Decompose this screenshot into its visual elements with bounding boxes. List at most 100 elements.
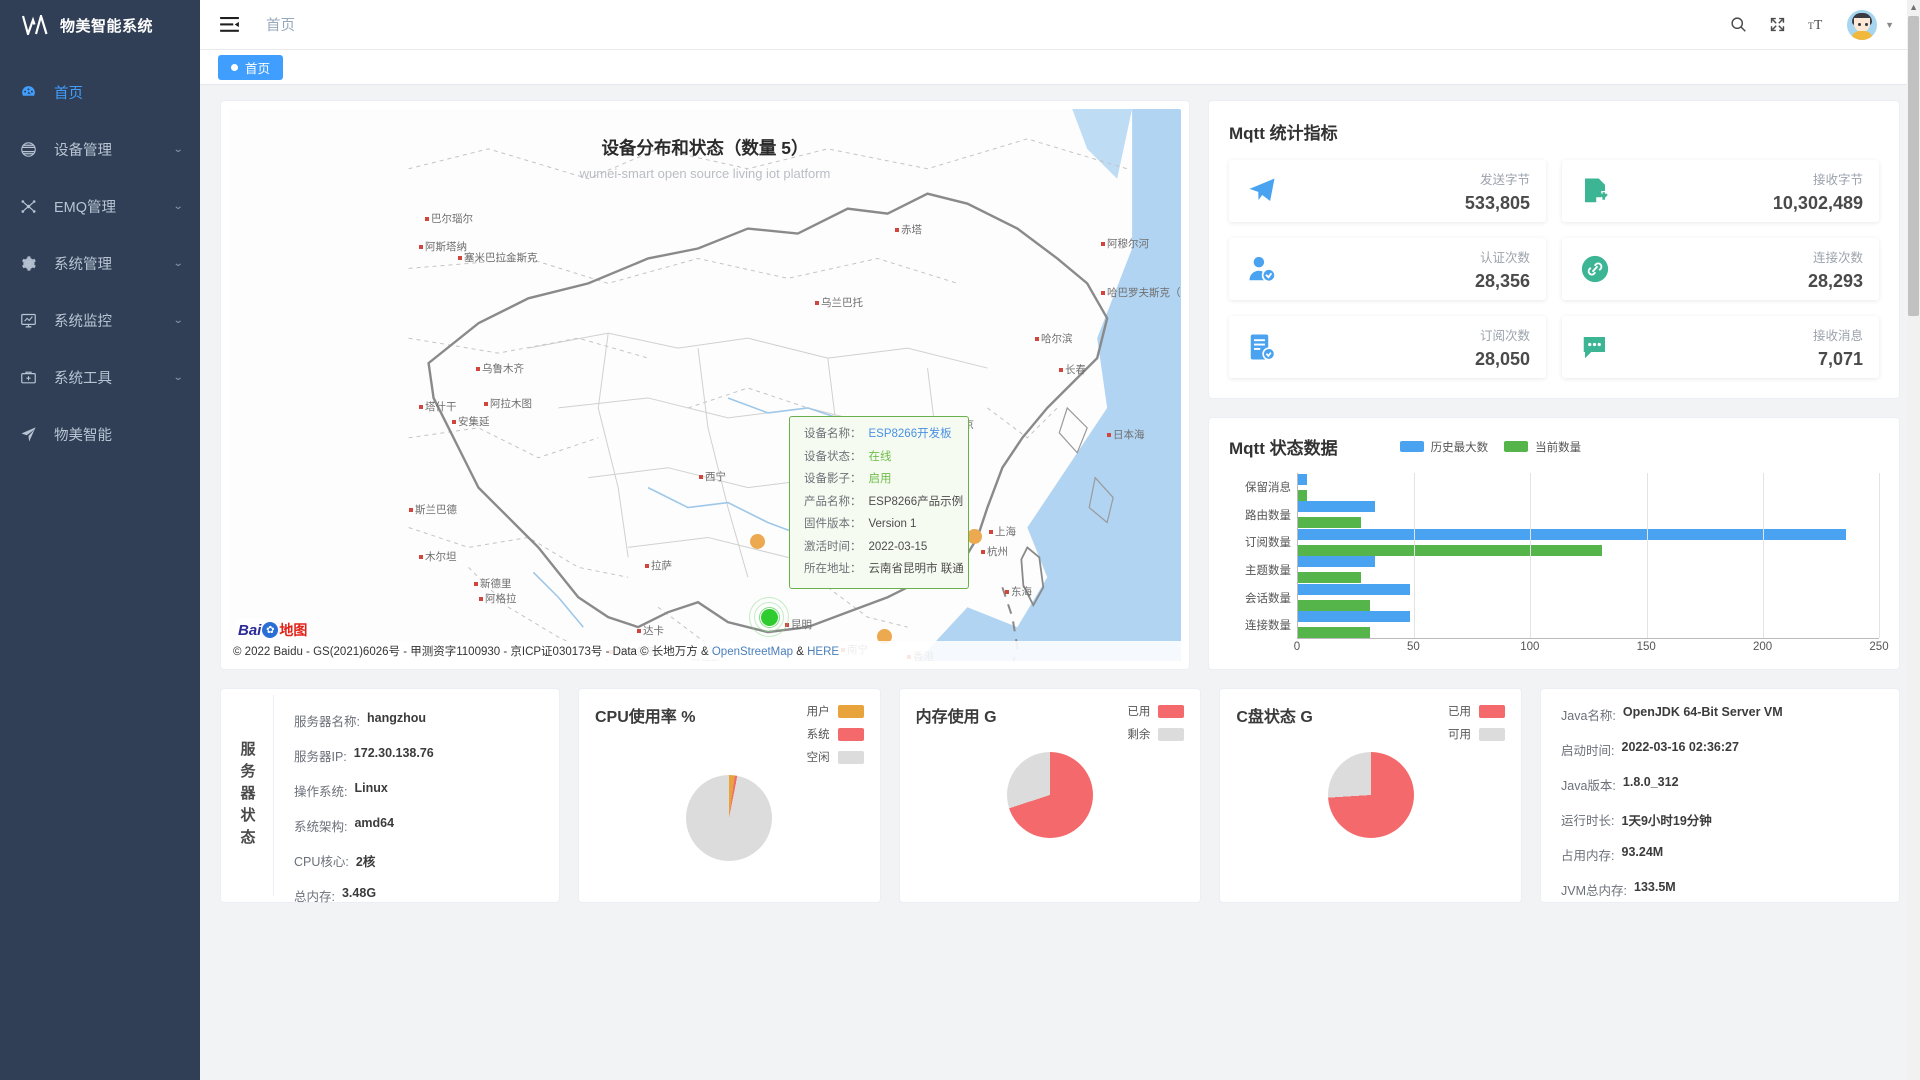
pie-legend-item[interactable]: 已用 [1448,703,1506,719]
here-link[interactable]: HERE [807,646,840,658]
chart-x-axis: 0 50 100 150 200 250 [1293,639,1889,657]
sidebar-item-home[interactable]: 首页 [0,64,200,121]
page-scrollbar[interactable]: ▲ [1907,0,1920,1080]
device-tooltip: 设备名称： ESP8266开发板 设备状态： 在线 设备影子： 启用 产品名称： ESP826… [789,416,969,589]
tooltip-key: 固件版本： [804,518,862,530]
device-marker-offline[interactable] [876,628,892,644]
pie-legend-label: 剩余 [1127,729,1151,741]
toolbox-icon [20,369,46,386]
cpu-usage-card: CPU使用率 % 用户 系统 空闲 [578,688,881,903]
pie-legend-label: 可用 [1448,729,1472,741]
svg-text:T: T [1814,17,1823,32]
pie-legend-swatch [837,727,864,741]
disk-card-header: C盘状态 G 已用 可用 [1236,703,1506,742]
chart-category-label: 订阅数量 [1245,537,1291,550]
brand-logo[interactable]: 物美智能系统 [0,0,200,50]
chart-bar[interactable] [1298,544,1603,556]
sidebar-toggle-icon[interactable] [220,17,239,32]
pie-legend-item[interactable]: 用户 [807,703,864,719]
pie-legend-item[interactable]: 系统 [807,726,864,742]
server-info-row: 服务器IP: 172.30.138.76 [294,746,559,765]
chart-legend-item[interactable]: 当前数量 [1504,439,1581,455]
chart-bar[interactable] [1298,572,1361,584]
search-icon[interactable] [1730,16,1747,33]
server-info-value: 172.30.138.76 [353,746,434,760]
sidebar-item-system-tools[interactable]: 系统工具 ⌄ [0,349,200,406]
avatar[interactable] [1847,9,1878,40]
memory-card-header: 内存使用 G 已用 剩余 [916,703,1185,742]
java-info-value: 2022-03-16 02:36:27 [1621,740,1739,754]
pie-legend-item[interactable]: 剩余 [1127,726,1185,742]
chart-bar[interactable] [1298,517,1361,529]
mqtt-stat-box[interactable]: 认证次数 28,356 [1229,238,1546,300]
pie-legend-item[interactable]: 空闲 [807,749,864,765]
chart-plot: 保留消息 路由数量 订阅数量 主题数量 会话数量 连接数量 [1229,473,1880,639]
device-icon [20,141,46,158]
pie-legend-item[interactable]: 已用 [1127,703,1185,719]
mqtt-stat-box[interactable]: 发送字节 533,805 [1229,160,1546,222]
tab-home[interactable]: 首页 [218,54,284,80]
server-info-key: 总内存: [294,890,335,904]
map-subtitle: wumei-smart open source living iot platf… [579,166,831,181]
mqtt-stat-box[interactable]: 连接次数 28,293 [1562,238,1879,300]
chart-x-tick: 0 [1293,641,1301,653]
breadcrumb[interactable]: 首页 [266,18,295,34]
mqtt-stat-box[interactable]: 接收字节 10,302,489 [1562,160,1879,222]
openstreetmap-link[interactable]: OpenStreetMap [711,646,794,658]
mqtt-stat-value: 7,071 [1817,348,1863,369]
sidebar-item-system-management[interactable]: 系统管理 ⌄ [0,235,200,292]
memory-legend: 已用 剩余 [1127,703,1185,742]
chart-bar[interactable] [1298,473,1308,485]
chart-legend-item[interactable]: 历史最大数 [1399,439,1488,455]
mqtt-stat-box[interactable]: 订阅次数 28,050 [1229,316,1546,378]
font-size-icon[interactable]: T T [1808,16,1825,33]
sidebar-item-emq-management[interactable]: EMQ管理 ⌄ [0,178,200,235]
fullscreen-icon[interactable] [1769,16,1786,33]
chart-legend: 历史最大数 当前数量 [1399,439,1581,455]
pie-legend-item[interactable]: 可用 [1448,726,1506,742]
chart-bar[interactable] [1298,489,1308,501]
sidebar-item-system-monitor[interactable]: 系统监控 ⌄ [0,292,200,349]
chart-bar[interactable] [1298,583,1410,595]
main-area: 首页 T T [200,0,1920,1080]
sidebar-item-device-management[interactable]: 设备管理 ⌄ [0,121,200,178]
topbar: 首页 T T [200,0,1920,50]
mqtt-chart-header: Mqtt 状态数据 历史最大数 当前数量 [1229,434,1879,459]
mqtt-stat-label: 订阅次数 [1479,328,1530,343]
chart-bar[interactable] [1298,599,1371,611]
mqtt-stat-box[interactable]: 接收消息 7,071 [1562,316,1879,378]
tooltip-value[interactable]: ESP8266开发板 [868,428,952,440]
chart-bar[interactable] [1298,556,1375,568]
scrollbar-thumb[interactable] [1908,16,1919,316]
device-marker-online[interactable] [760,608,778,626]
server-info-row: 系统架构: amd64 [294,816,559,835]
scroll-up-arrow-icon[interactable]: ▲ [1909,2,1918,12]
java-info-key: Java名称: [1561,709,1616,723]
map-title: 设备分布和状态（数量 5） [601,138,809,158]
device-marker-offline[interactable] [749,533,765,549]
mqtt-stats-card: Mqtt 统计指标 发送字节 533,805 接收字节 10,302,489 认证次数 2… [1208,100,1900,399]
chart-category-label: 主题数量 [1245,564,1291,577]
java-info-row: Java版本: 1.8.0_312 [1561,775,1899,794]
chart-bar[interactable] [1298,528,1847,540]
sidebar-item-wumei-smart[interactable]: 物美智能 [0,406,200,463]
baidu-logo-prefix: Bai [238,621,262,639]
pie-legend-label: 系统 [806,729,830,741]
chart-bar[interactable] [1298,611,1410,623]
tooltip-key: 设备状态： [804,450,862,463]
device-marker-offline[interactable] [966,528,982,544]
tooltip-value: 在线 [868,450,892,463]
java-info-key: JVM总内存: [1561,884,1627,898]
tooltip-value: Version 1 [868,518,917,530]
user-menu-caret-icon[interactable]: ▼ [1885,19,1894,30]
tooltip-row: 固件版本： Version 1 [804,518,954,531]
chart-bar[interactable] [1298,501,1375,513]
pie-legend-swatch [837,704,864,718]
java-info-key: 占用内存: [1561,849,1615,863]
chart-category-label: 会话数量 [1245,592,1291,605]
server-info-value: 3.48G [341,886,377,900]
emq-icon [20,198,46,215]
chart-bar[interactable] [1298,627,1371,639]
